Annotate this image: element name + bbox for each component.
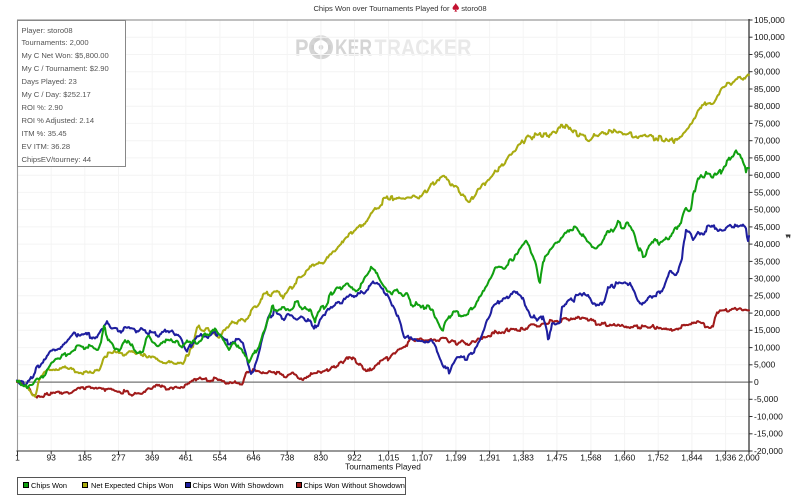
svg-text:-10,000: -10,000 [754,411,783,421]
svg-text:65,000: 65,000 [754,153,780,163]
svg-text:55,000: 55,000 [754,187,780,197]
svg-text:922: 922 [347,453,361,463]
svg-text:30,000: 30,000 [754,274,780,284]
svg-text:0: 0 [754,377,759,387]
svg-text:25,000: 25,000 [754,291,780,301]
svg-text:40,000: 40,000 [754,239,780,249]
svg-text:554: 554 [213,453,227,463]
svg-text:75,000: 75,000 [754,118,780,128]
svg-text:95,000: 95,000 [754,49,780,59]
svg-text:90,000: 90,000 [754,67,780,77]
svg-text:461: 461 [179,453,193,463]
svg-text:1,936: 1,936 [715,453,737,463]
svg-text:20,000: 20,000 [754,308,780,318]
svg-text:1,107: 1,107 [412,453,434,463]
svg-text:2,000: 2,000 [738,453,760,463]
svg-text:1: 1 [15,453,20,463]
svg-text:1,844: 1,844 [681,453,703,463]
svg-text:85,000: 85,000 [754,84,780,94]
svg-text:50,000: 50,000 [754,205,780,215]
svg-text:15,000: 15,000 [754,325,780,335]
svg-text:1,015: 1,015 [378,453,400,463]
svg-text:Tournaments Played: Tournaments Played [345,462,421,472]
svg-text:45,000: 45,000 [754,222,780,232]
svg-text:1,568: 1,568 [580,453,602,463]
svg-text:93: 93 [46,453,56,463]
svg-text:60,000: 60,000 [754,170,780,180]
svg-text:5,000: 5,000 [754,360,776,370]
svg-text:1,199: 1,199 [445,453,467,463]
svg-text:-5,000: -5,000 [754,394,778,404]
svg-text:830: 830 [314,453,328,463]
svg-text:KER: KER [335,35,372,61]
svg-text:185: 185 [78,453,92,463]
svg-text:-15,000: -15,000 [754,429,783,439]
svg-text:70,000: 70,000 [754,136,780,146]
svg-text:738: 738 [280,453,294,463]
svg-text:646: 646 [246,453,260,463]
svg-text:P: P [295,35,309,61]
svg-text:10,000: 10,000 [754,343,780,353]
svg-text:369: 369 [145,453,159,463]
svg-text:100,000: 100,000 [754,32,785,42]
svg-text:35,000: 35,000 [754,256,780,266]
svg-text:80,000: 80,000 [754,101,780,111]
svg-text:1,752: 1,752 [648,453,670,463]
svg-text:1,475: 1,475 [546,453,568,463]
svg-text:1,291: 1,291 [479,453,501,463]
svg-text:-20,000: -20,000 [754,446,783,456]
svg-text:277: 277 [111,453,125,463]
svg-text:105,000: 105,000 [754,15,785,25]
svg-text:1,383: 1,383 [513,453,535,463]
svg-text:1,660: 1,660 [614,453,636,463]
